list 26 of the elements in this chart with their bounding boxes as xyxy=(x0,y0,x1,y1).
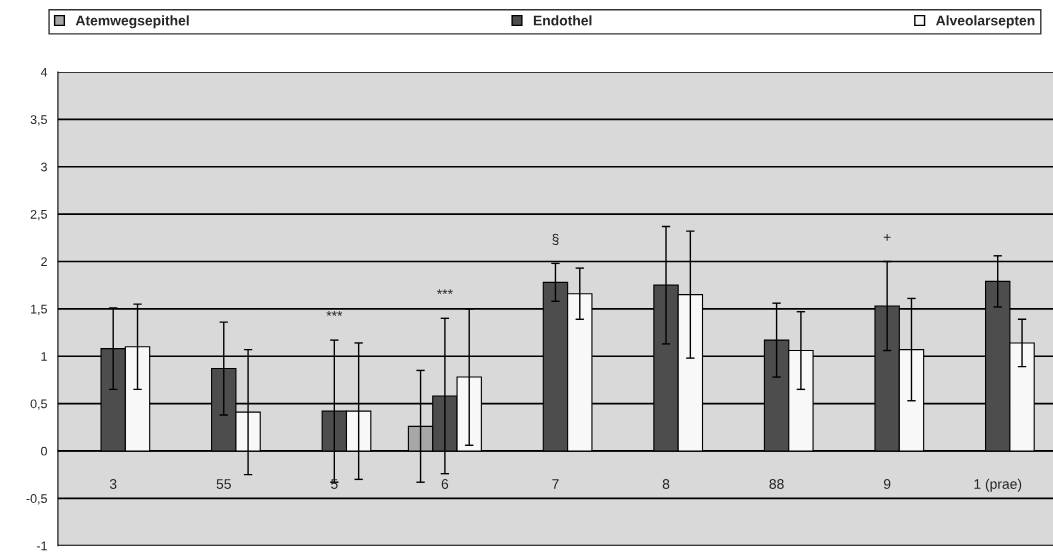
y-tick-label: 2 xyxy=(41,257,47,267)
x-tick-label: 55 xyxy=(216,479,231,489)
legend-label: Atemwegsepithel xyxy=(75,15,189,29)
y-tick-label: 0,5 xyxy=(30,399,47,410)
y-tick-label: -1 xyxy=(36,541,47,551)
y-tick-label: 1,5 xyxy=(31,304,47,315)
y-tick-label: -0,5 xyxy=(26,494,47,505)
annotation: § xyxy=(552,233,559,245)
legend-label: Alveolarsepten xyxy=(936,15,1035,29)
annotation: *** xyxy=(437,289,453,295)
y-tick-label: 1 xyxy=(41,352,47,361)
x-tick-label: 6 xyxy=(441,479,449,489)
annotation: + xyxy=(883,233,891,241)
x-tick-label: 7 xyxy=(552,479,559,489)
x-tick-label: 1 (prae) xyxy=(974,478,1022,492)
annotation: *** xyxy=(326,311,343,316)
x-tick-label: 88 xyxy=(769,479,784,489)
y-tick-label: 3,5 xyxy=(30,115,47,126)
legend-label: Endothel xyxy=(533,15,592,26)
x-tick-label: 9 xyxy=(883,479,891,489)
x-tick-label: 3 xyxy=(109,479,117,489)
y-tick-label: 3 xyxy=(41,162,47,172)
y-tick-label: 0 xyxy=(41,446,48,456)
y-tick-label: 2,5 xyxy=(30,209,47,221)
x-tick-label: 8 xyxy=(662,479,670,489)
y-tick-label: 4 xyxy=(40,67,48,77)
